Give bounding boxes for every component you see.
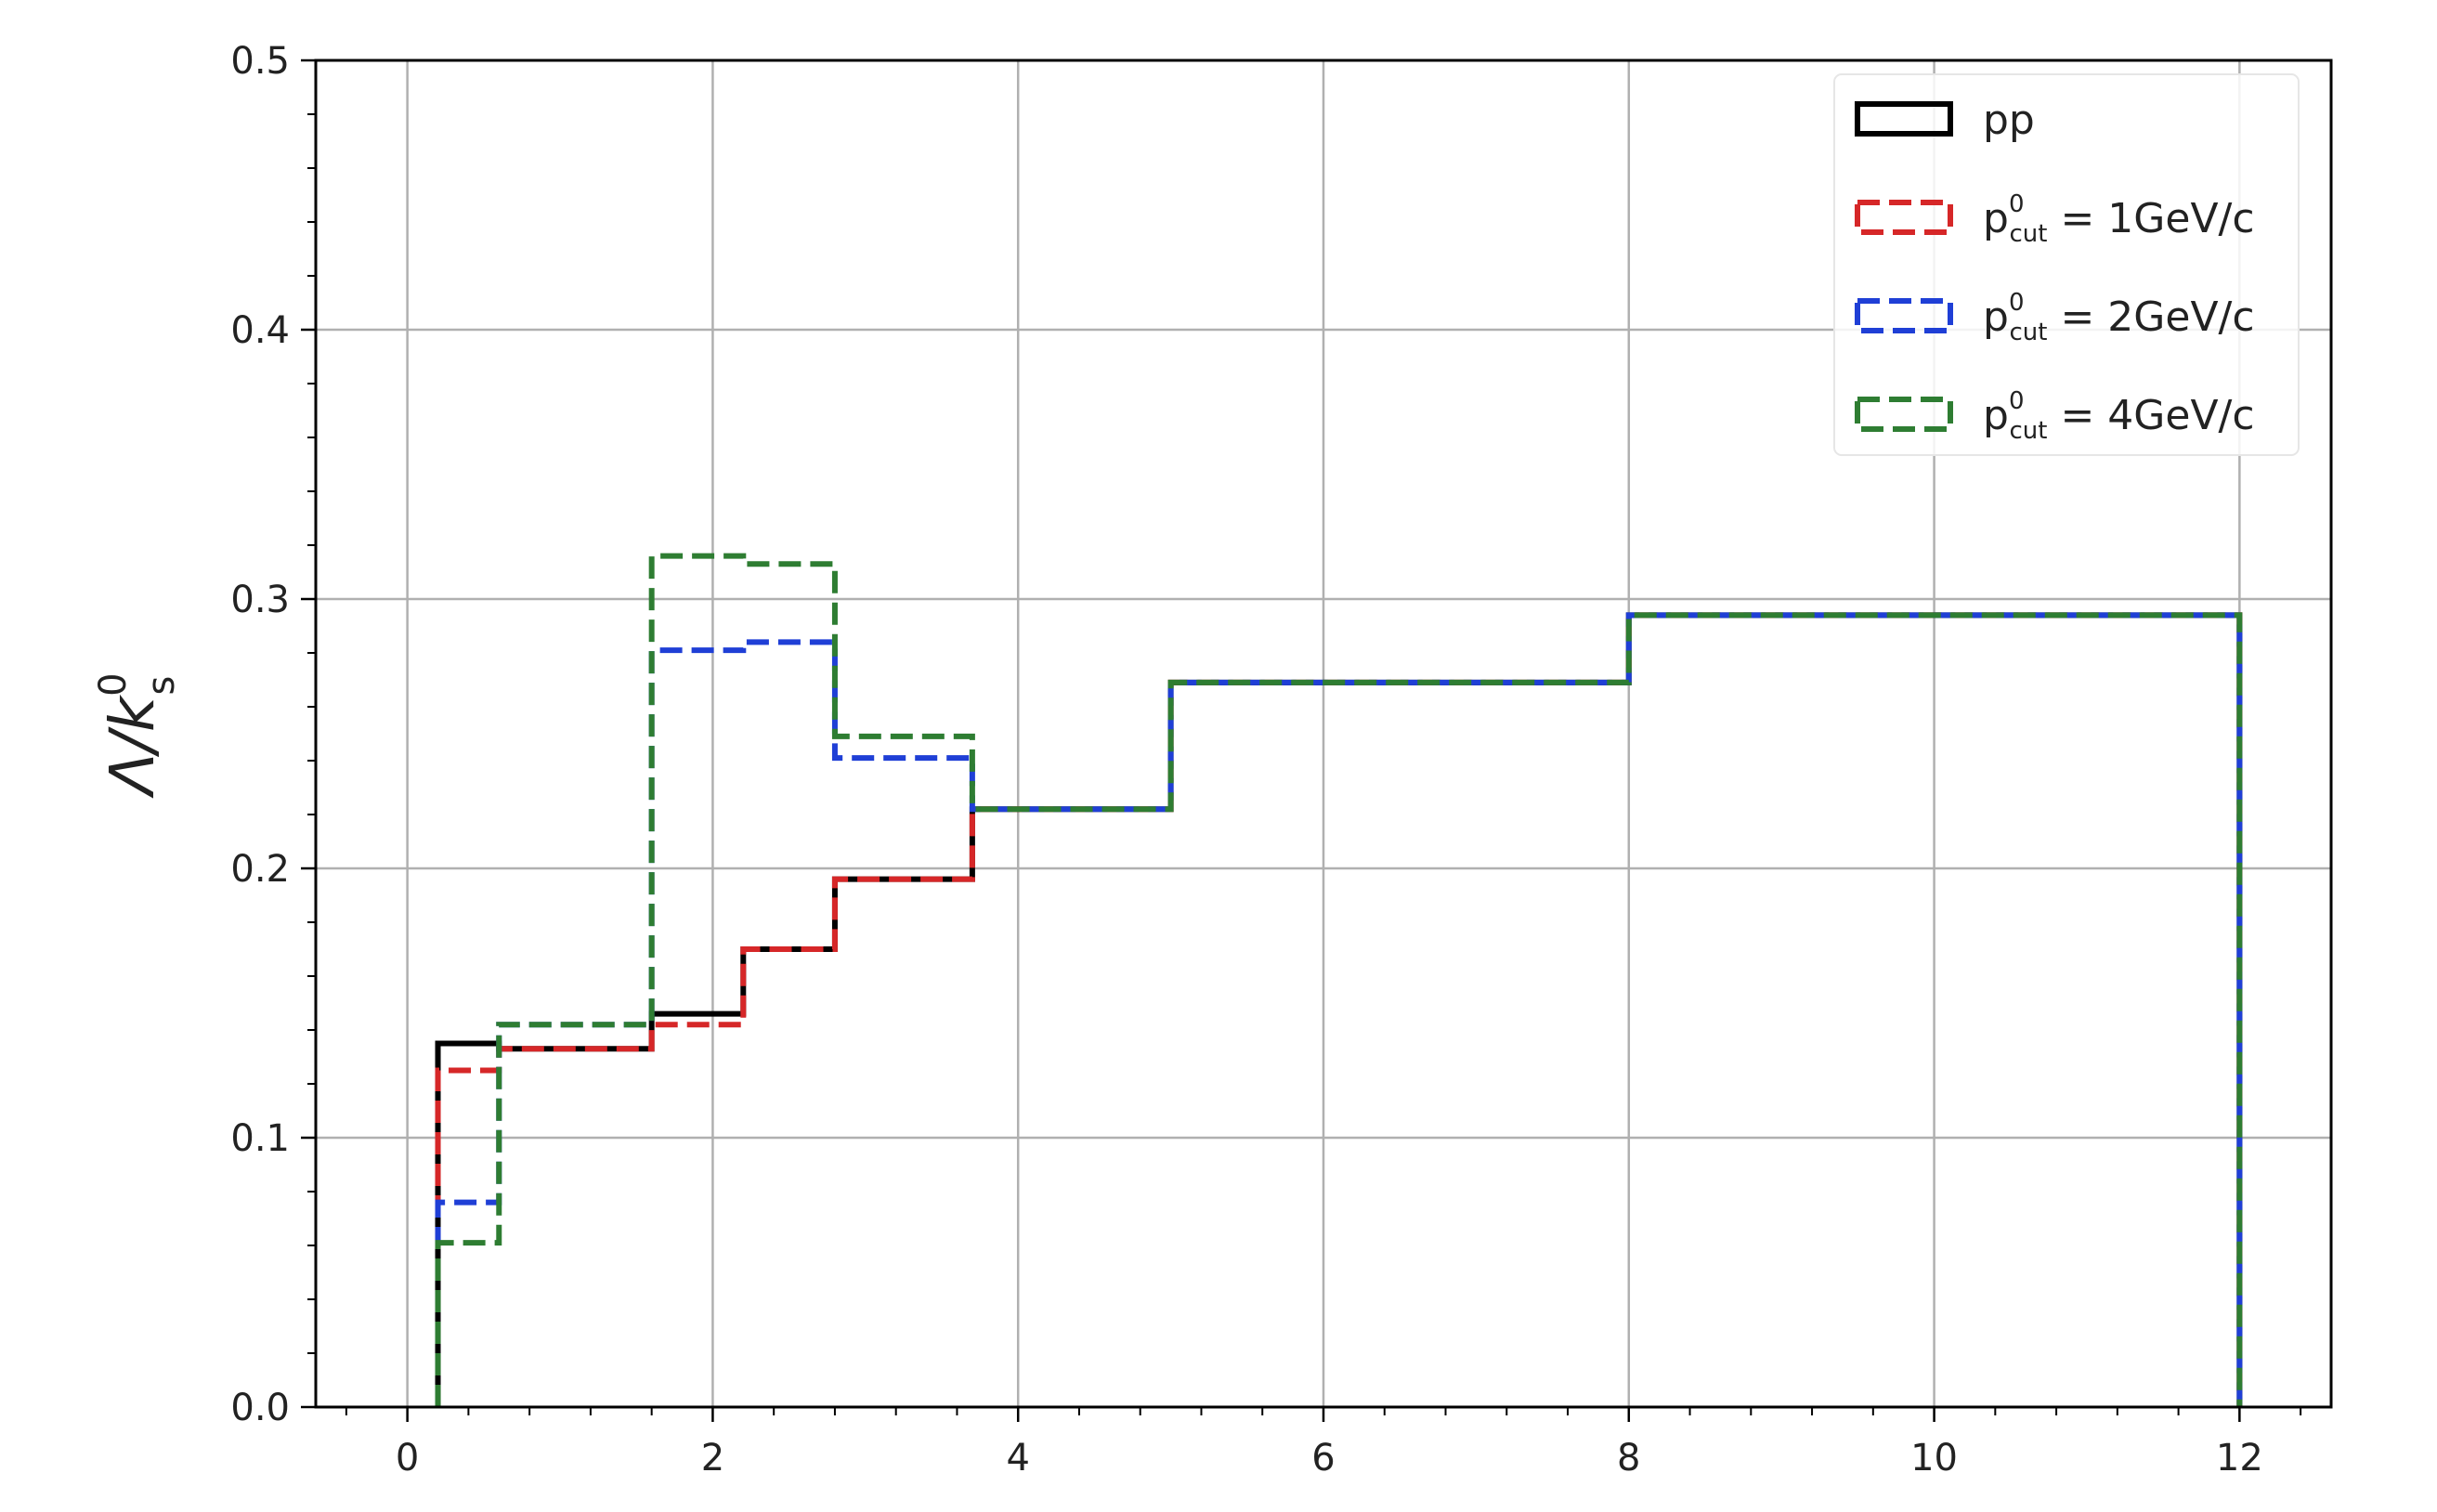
y-tick-label: 0.4 (230, 309, 290, 352)
legend-swatch-0 (1855, 101, 1953, 137)
x-tick-label: 6 (1311, 1437, 1335, 1479)
y-axis-label: Λ/k0 s (92, 672, 183, 799)
y-tick-label: 0.0 (230, 1387, 290, 1429)
x-tick-label: 12 (2216, 1437, 2263, 1479)
legend-box (1833, 73, 2300, 456)
y-tick-label: 0.3 (230, 579, 290, 621)
y-tick-label: 0.2 (230, 848, 290, 891)
y-tick-label: 0.5 (230, 40, 290, 83)
x-tick-label: 0 (396, 1437, 419, 1479)
y-tick-label: 0.1 (230, 1117, 290, 1160)
legend-label-1: p0 cut = 1GeV/c (1983, 190, 2255, 248)
legend-label-2: p0 cut = 2GeV/c (1983, 289, 2255, 346)
axes-frame (314, 59, 2333, 1409)
legend-label-0: pp (1983, 97, 2035, 144)
series-line-3 (435, 553, 2243, 1407)
x-tick-label: 2 (701, 1437, 724, 1479)
x-tick-label: 10 (1910, 1437, 1958, 1479)
legend-label-3: p0 cut = 4GeV/c (1983, 387, 2255, 445)
legend-swatch-1 (1855, 200, 1953, 235)
legend-swatch-3 (1855, 397, 1953, 432)
x-tick-label: 4 (1006, 1437, 1029, 1479)
legend-swatch-2 (1855, 298, 1953, 333)
x-tick-label: 8 (1617, 1437, 1640, 1479)
